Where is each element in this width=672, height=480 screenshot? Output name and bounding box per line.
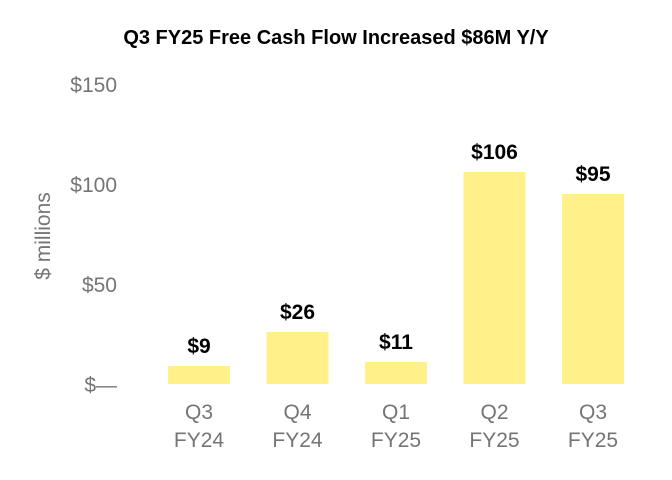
y-tick-label: $100 bbox=[70, 174, 117, 197]
y-tick-label: $— bbox=[84, 374, 117, 397]
x-tick-label: FY24 bbox=[174, 429, 225, 452]
y-tick-label: $50 bbox=[82, 274, 117, 297]
y-axis-label: $ millions bbox=[32, 192, 55, 280]
x-tick-label: Q2 bbox=[480, 401, 508, 424]
bar-data-label: $9 bbox=[187, 335, 210, 358]
bars-group bbox=[168, 172, 624, 384]
bar bbox=[562, 194, 624, 384]
x-axis-ticks: Q3 FY24 Q4 FY24 Q1 FY25 Q2 FY25 Q3 FY25 bbox=[174, 401, 618, 452]
chart-title: Q3 FY25 Free Cash Flow Increased $86M Y/… bbox=[123, 27, 549, 49]
bar-data-label: $106 bbox=[471, 141, 518, 164]
bar bbox=[266, 332, 329, 384]
bar-data-label: $11 bbox=[379, 331, 413, 354]
x-tick-label: FY25 bbox=[371, 429, 421, 452]
x-tick-label: Q1 bbox=[382, 401, 410, 424]
bar bbox=[463, 172, 526, 384]
bar bbox=[168, 366, 230, 384]
data-labels-group: $9 $26 $11 $106 $95 bbox=[187, 141, 611, 358]
bar-data-label: $26 bbox=[280, 301, 315, 324]
x-tick-label: Q3 bbox=[579, 401, 607, 424]
x-tick-label: FY25 bbox=[469, 429, 519, 452]
y-tick-label: $150 bbox=[70, 74, 117, 97]
x-tick-label: Q4 bbox=[283, 401, 311, 424]
x-tick-label: FY25 bbox=[568, 429, 618, 452]
x-tick-label: Q3 bbox=[185, 401, 213, 424]
bar bbox=[365, 362, 427, 384]
y-axis-ticks: $— $50 $100 $150 bbox=[70, 74, 117, 397]
bar-data-label: $95 bbox=[575, 163, 610, 186]
x-tick-label: FY24 bbox=[272, 429, 323, 452]
